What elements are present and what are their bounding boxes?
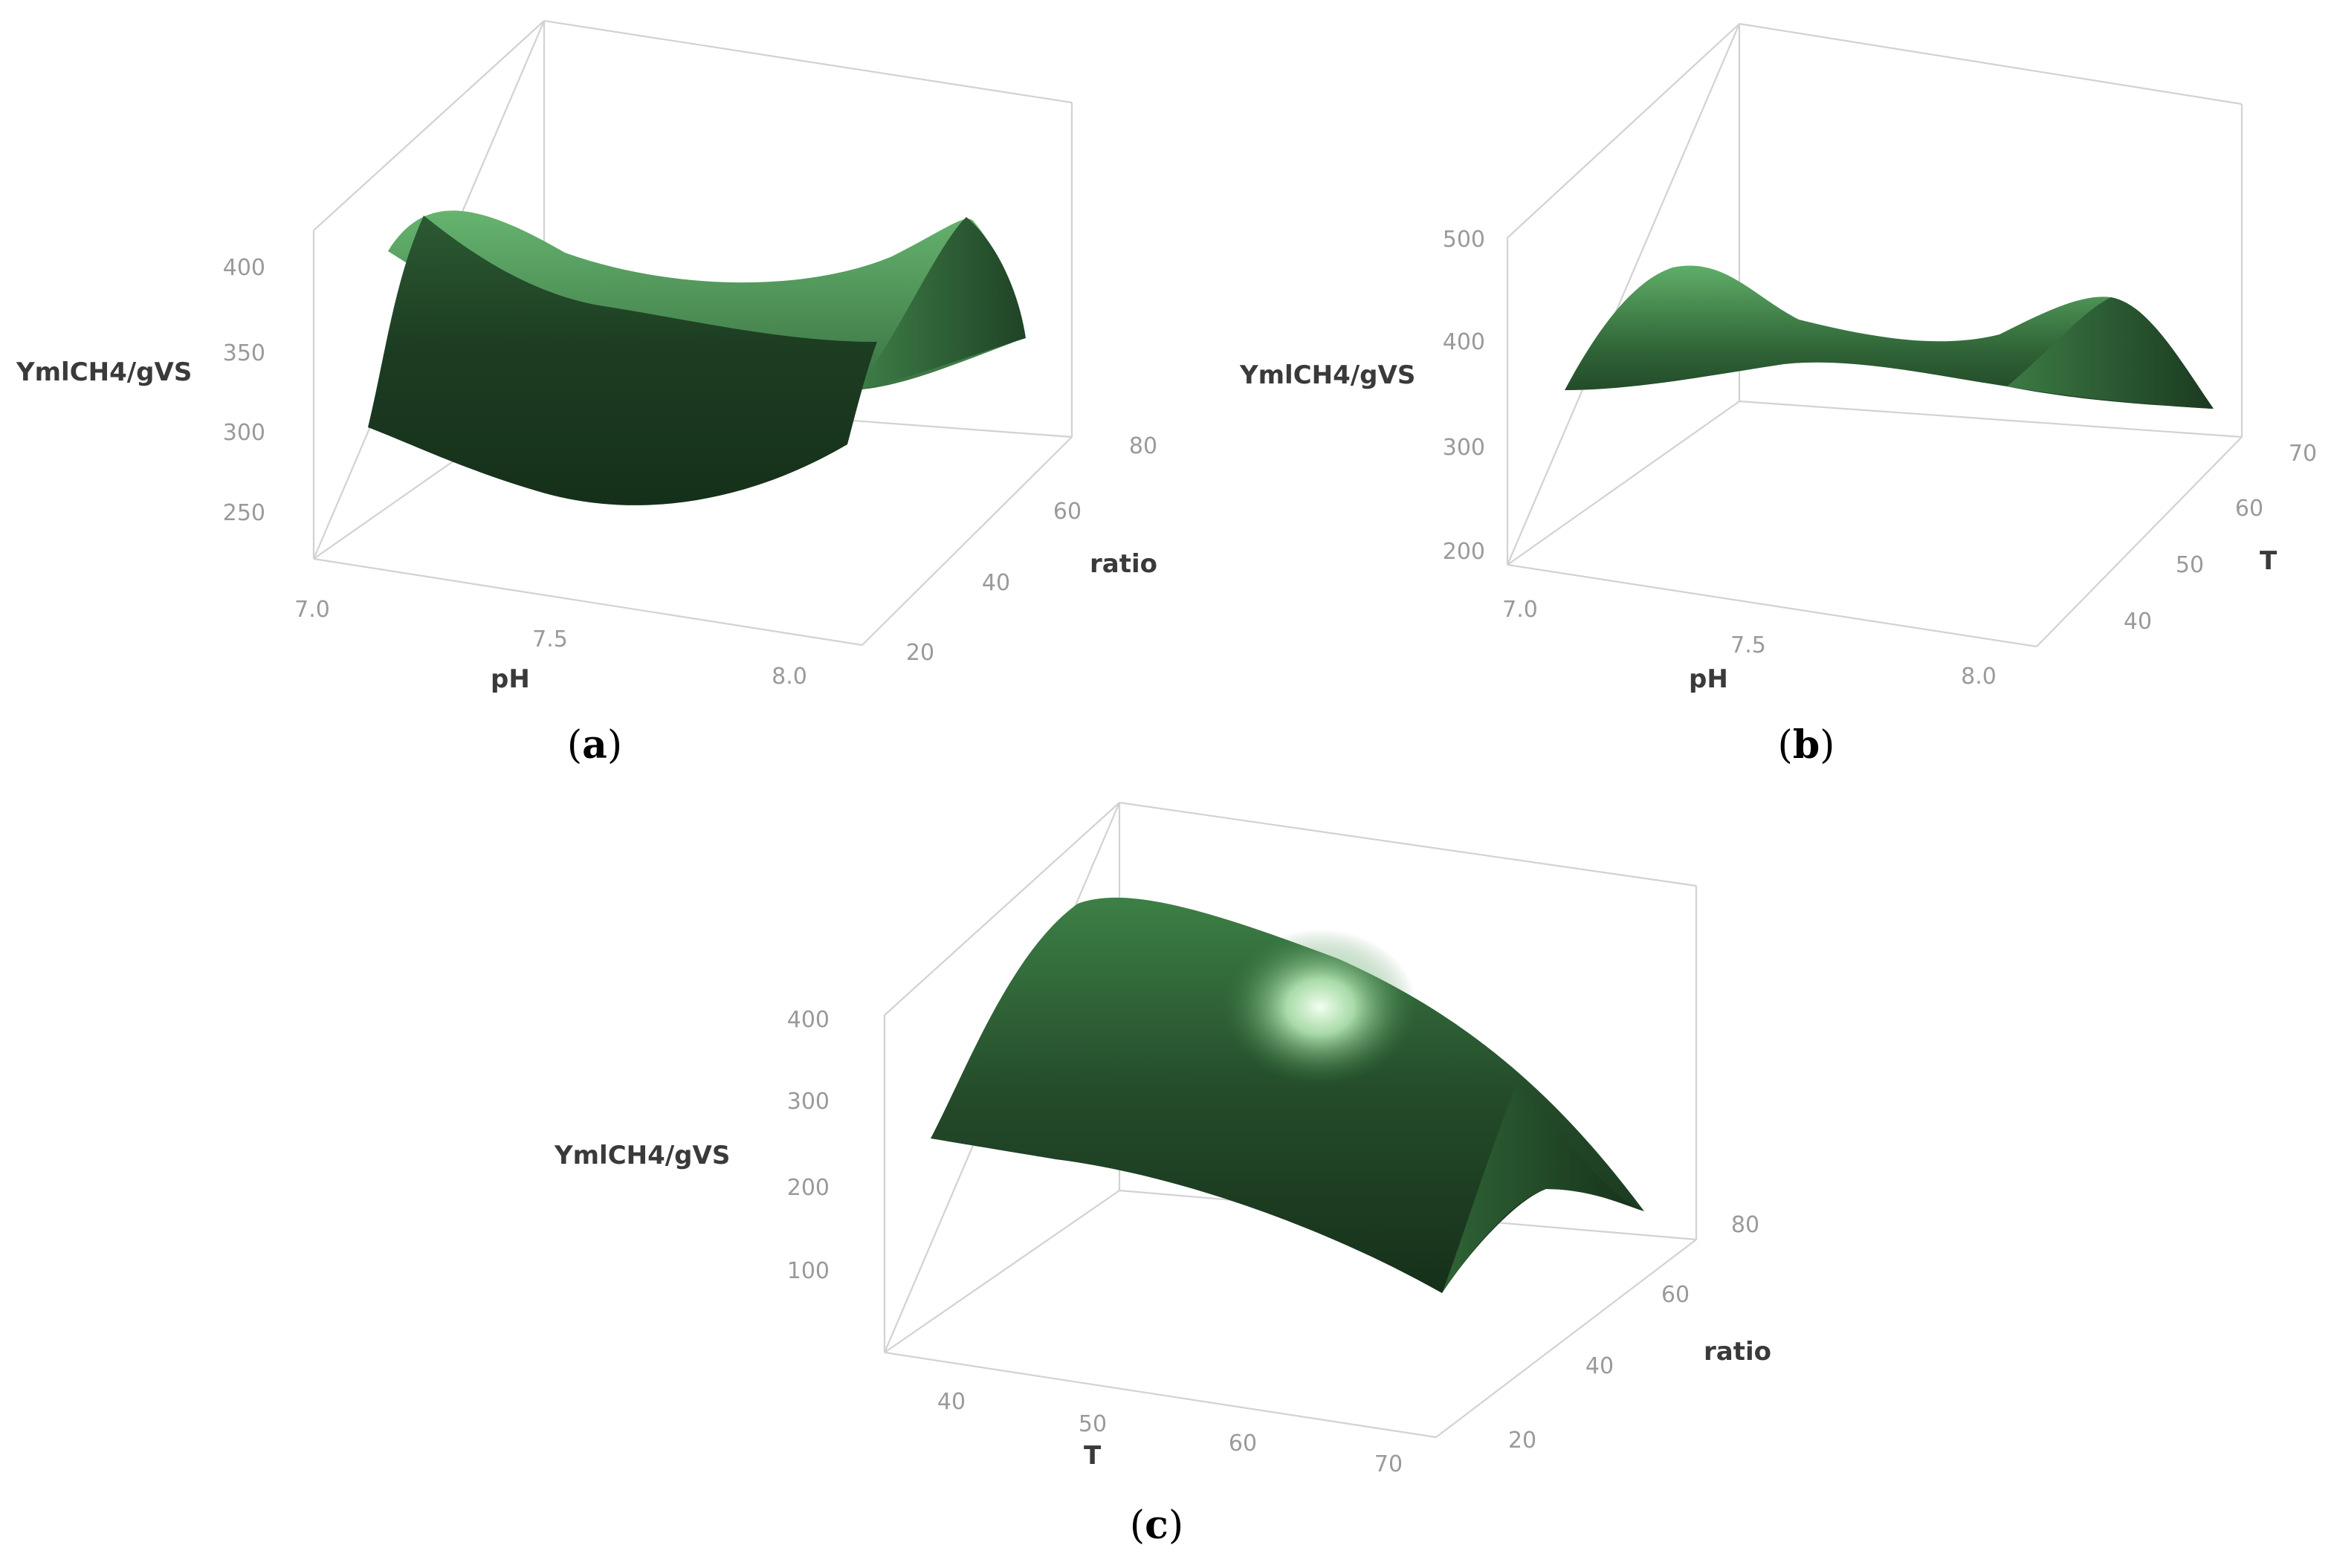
x-axis-label: pH [1689,664,1728,694]
z-tick-label: 400 [1443,329,1485,355]
y-axis-label: ratio [1704,1337,1771,1367]
z-tick-label: 300 [223,420,265,446]
x-tick-label: 60 [1229,1431,1257,1457]
z-tick-label: 350 [223,340,265,366]
y-tick-label: 50 [2176,552,2204,578]
x-tick-label: 7.5 [532,626,568,652]
y-tick-label: 40 [1585,1353,1614,1379]
z-ticks-c: 100 200 300 400 [787,1007,830,1284]
x-tick-label: 7.5 [1730,632,1766,658]
z-tick-label: 200 [1443,539,1485,565]
z-tick-label: 400 [223,255,265,281]
surface-c-sheet [931,897,1644,1293]
z-tick-label: 400 [787,1007,830,1033]
x-axis-label: T [1084,1441,1102,1471]
surface-c-highlight [1223,929,1417,1085]
z-axis-label: YmlCH4/gVS [554,1141,730,1170]
z-axis-label: YmlCH4/gVS [16,357,192,387]
x-tick-label: 8.0 [772,664,807,690]
z-axis-label: YmlCH4/gVS [1239,360,1415,390]
y-tick-label: 60 [1661,1282,1690,1308]
y-tick-label: 60 [1053,499,1082,525]
surface-c [931,897,1644,1293]
y-tick-label: 20 [906,640,934,666]
x-tick-label: 40 [937,1389,966,1415]
x-tick-label: 7.0 [1502,597,1538,623]
y-tick-label: 60 [2235,496,2263,522]
surface-a-right-flank [855,217,1026,390]
y-tick-label: 40 [982,570,1010,596]
y-axis-label: ratio [1090,549,1157,579]
z-ticks-a: 250 300 350 400 [223,255,265,526]
z-ticks-b: 200 300 400 500 [1443,227,1485,565]
caption-c: (c) [1130,1503,1183,1548]
z-tick-label: 300 [787,1089,830,1115]
x-tick-label: 7.0 [294,597,330,623]
surface-b-right-flank [2007,297,2214,409]
z-tick-label: 500 [1443,227,1485,253]
y-tick-label: 40 [2124,609,2152,635]
y-tick-label: 80 [1129,433,1157,459]
x-ticks-c: 40 50 60 70 [937,1389,1403,1477]
z-tick-label: 250 [223,500,265,526]
surface-plot-a: 250 300 350 400 7.0 7.5 8.0 20 40 60 80 … [16,19,1157,768]
z-tick-label: 300 [1443,435,1485,461]
z-tick-label: 200 [787,1175,830,1201]
surface-a [368,210,1026,505]
caption-a: (a) [567,722,622,768]
surface-c-right-flank [1442,1085,1644,1293]
y-tick-label: 20 [1508,1428,1536,1454]
x-tick-label: 70 [1374,1451,1403,1477]
y-axis-label: T [2260,546,2278,576]
x-tick-label: 50 [1079,1411,1107,1437]
y-ticks-a: 20 40 60 80 [906,433,1157,666]
caption-b: (b) [1778,722,1835,768]
x-ticks-a: 7.0 7.5 8.0 [294,597,807,690]
y-tick-label: 80 [1731,1212,1759,1238]
surface-a-front [368,216,877,505]
y-ticks-b: 40 50 60 70 [2124,441,2317,635]
x-tick-label: 8.0 [1961,664,1997,690]
axis-box-a [312,19,1073,647]
y-tick-label: 70 [2289,441,2317,467]
x-axis-label: pH [491,664,530,694]
surface-plot-c: 100 200 300 400 40 50 60 70 20 40 60 80 … [554,801,1771,1548]
surface-plot-b: 200 300 400 500 7.0 7.5 8.0 40 50 60 70 … [1239,22,2317,768]
z-tick-label: 100 [787,1258,830,1284]
surface-b [1565,265,2214,409]
y-ticks-c: 20 40 60 80 [1508,1212,1759,1454]
x-ticks-b: 7.0 7.5 8.0 [1502,597,1997,690]
